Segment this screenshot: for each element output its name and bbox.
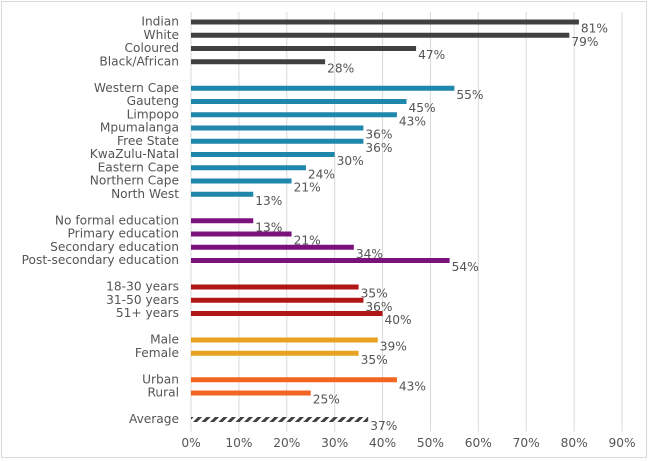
data-label: 54%: [452, 260, 479, 274]
category-label: Limpopo: [127, 107, 179, 121]
bar: [191, 244, 354, 250]
bar: [191, 284, 359, 290]
bar: [191, 32, 570, 38]
bar: [191, 311, 383, 316]
x-tick-label: 90%: [608, 436, 635, 450]
data-label: 35%: [361, 287, 388, 301]
bar: [191, 85, 455, 91]
x-tick-label: 80%: [561, 436, 588, 450]
bar: [191, 59, 326, 65]
category-label: Secondary education: [50, 240, 179, 254]
category-label: Eastern Cape: [98, 160, 179, 174]
data-label: 79%: [571, 35, 598, 49]
bar: [191, 165, 306, 171]
x-tick-label: 40%: [369, 436, 396, 450]
data-label: 36%: [365, 300, 392, 314]
bar: [191, 99, 407, 104]
data-label: 36%: [365, 141, 392, 155]
data-label: 21%: [294, 234, 321, 248]
data-label: 13%: [255, 220, 282, 234]
category-label: Free State: [117, 134, 179, 148]
data-label: 35%: [361, 353, 388, 367]
x-tick-label: 60%: [465, 436, 492, 450]
category-label: Rural: [147, 386, 179, 400]
category-label: KwaZulu-Natal: [90, 147, 179, 161]
bar: [191, 178, 292, 184]
data-label: 37%: [370, 419, 397, 433]
data-label: 43%: [399, 114, 426, 128]
bar: [191, 377, 397, 383]
data-label: 21%: [294, 181, 321, 195]
data-label: 36%: [365, 128, 392, 142]
bar: [191, 218, 254, 224]
x-axis-ticks: 0% 10% 20% 30% 40% 50% 60% 70% 80% 90%: [181, 436, 635, 450]
category-label: Female: [135, 346, 179, 360]
category-label: Black/African: [99, 54, 179, 68]
bar: [191, 46, 417, 51]
bar: [191, 152, 335, 157]
category-label: White: [144, 28, 179, 42]
category-label: 18-30 years: [106, 280, 179, 294]
data-label: 47%: [418, 48, 445, 62]
bar: [191, 112, 397, 118]
bar: [191, 125, 364, 131]
x-tick-label: 50%: [417, 436, 444, 450]
bar: [191, 138, 364, 144]
category-label: Urban: [142, 372, 179, 386]
bar: [191, 337, 378, 343]
data-label: 28%: [327, 61, 354, 75]
data-label: 45%: [409, 101, 436, 115]
x-tick-label: 20%: [273, 436, 300, 450]
bars: [191, 19, 579, 422]
bar: [191, 350, 359, 356]
data-label: 34%: [356, 247, 383, 261]
category-label: Indian: [141, 15, 179, 29]
bar: [191, 258, 450, 263]
data-label: 43%: [399, 379, 426, 393]
category-label: 31-50 years: [106, 293, 179, 307]
bar: [191, 191, 254, 197]
bar: [191, 297, 364, 303]
data-label: 24%: [308, 167, 335, 181]
category-label: Coloured: [124, 41, 179, 55]
data-label: 25%: [313, 393, 340, 407]
category-label: Western Cape: [94, 81, 179, 95]
data-label: 40%: [385, 313, 412, 327]
value-labels: 81%79%47%28%55%45%43%36%36%30%24%21%13%1…: [255, 22, 608, 434]
data-label: 81%: [581, 22, 608, 36]
category-label: Male: [150, 333, 179, 347]
category-label: No formal education: [55, 213, 179, 227]
category-label: Gauteng: [127, 94, 179, 108]
bar: [191, 417, 369, 422]
x-tick-label: 70%: [513, 436, 540, 450]
category-label: Primary education: [68, 227, 179, 241]
data-label: 55%: [456, 88, 483, 102]
category-label: North West: [111, 187, 179, 201]
bar: [191, 19, 579, 25]
category-label: 51+ years: [116, 306, 179, 320]
category-label: Average: [129, 412, 179, 426]
bar: [191, 231, 292, 237]
data-label: 13%: [255, 194, 282, 208]
x-tick-label: 30%: [321, 436, 348, 450]
category-label: Post-secondary education: [22, 253, 179, 267]
bar: [191, 390, 311, 396]
gridlines: [190, 12, 623, 432]
x-tick-label: 10%: [225, 436, 252, 450]
x-tick-label: 0%: [181, 436, 200, 450]
data-label: 39%: [380, 340, 407, 354]
category-label: Northern Cape: [90, 174, 179, 188]
data-label: 30%: [337, 154, 364, 168]
category-label: Mpumalanga: [100, 121, 179, 135]
